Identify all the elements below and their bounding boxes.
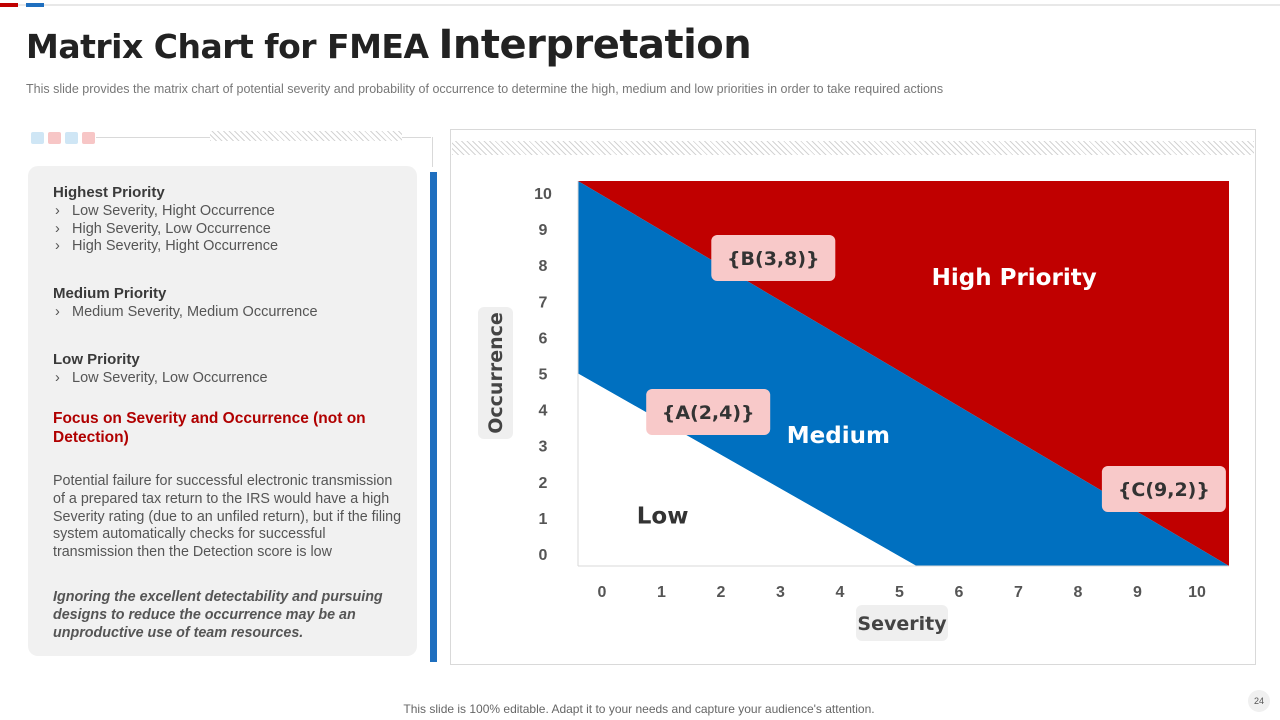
italic-note: Ignoring the excellent detectability and… — [53, 589, 383, 641]
list-item: Medium Severity, Medium Occurrence — [53, 304, 403, 322]
y-tick-label: 8 — [539, 258, 548, 275]
y-axis-title: Occurrence — [485, 312, 507, 434]
priority-group-highest: Highest Priority Low Severity, Hight Occ… — [53, 184, 403, 285]
decor-dot — [48, 132, 61, 144]
x-tick-label: 0 — [598, 584, 607, 601]
decor-dots — [31, 132, 95, 144]
region-label: Low — [637, 504, 689, 530]
y-tick-label: 10 — [534, 186, 552, 203]
y-axis-title-box — [478, 307, 513, 439]
list-item: Low Severity, Hight Occurrence — [53, 203, 403, 221]
title-part-1: Matrix Chart for FMEA — [26, 27, 429, 66]
region-label: High Priority — [932, 265, 1097, 291]
y-tick-label: 5 — [539, 367, 548, 384]
top-accent-blue — [26, 3, 44, 7]
data-point-label: {B(3,8)} — [727, 248, 820, 270]
decor-dot — [65, 132, 78, 144]
x-tick-label: 8 — [1074, 584, 1083, 601]
list-item: High Severity, Low Occurrence — [53, 221, 403, 239]
y-tick-label: 7 — [539, 294, 548, 311]
page-number: 24 — [1248, 690, 1270, 712]
decor-hatch — [210, 131, 402, 141]
data-point-label: {C(9,2)} — [1118, 479, 1210, 501]
top-accent-red — [0, 3, 18, 7]
data-point-label: {A(2,4)} — [662, 402, 755, 424]
priority-group-medium: Medium Priority Medium Severity, Medium … — [53, 285, 403, 351]
decor-dot — [82, 132, 95, 144]
region-label: Medium — [787, 423, 890, 449]
list-item: High Severity, Hight Occurrence — [53, 238, 403, 256]
data-point-box — [1101, 466, 1226, 512]
focus-note: Focus on Severity and Occurrence (not on… — [53, 410, 366, 446]
y-tick-label: 6 — [539, 330, 548, 347]
y-tick-label: 9 — [539, 222, 548, 239]
decor-dot — [31, 132, 44, 144]
y-tick-label: 0 — [539, 547, 548, 564]
footer-note: This slide is 100% editable. Adapt it to… — [403, 702, 875, 716]
divider-bar — [430, 172, 437, 662]
x-tick-label: 4 — [836, 584, 845, 601]
priority-panel: Highest Priority Low Severity, Hight Occ… — [28, 166, 417, 656]
group-list: Low Severity, Low Occurrence — [53, 370, 403, 388]
explanation-paragraph: Potential failure for successful electro… — [53, 473, 402, 561]
y-tick-label: 1 — [539, 511, 548, 528]
data-point-box — [646, 389, 771, 435]
group-heading: Highest Priority — [53, 184, 165, 201]
title-part-2: Interpretation — [438, 22, 752, 68]
group-list: Low Severity, Hight Occurrence High Seve… — [53, 203, 403, 256]
group-heading: Low Priority — [53, 351, 140, 368]
x-tick-label: 5 — [895, 584, 904, 601]
x-axis-title-box — [856, 605, 948, 641]
group-heading: Medium Priority — [53, 285, 167, 302]
page-title: Matrix Chart for FMEA Interpretation — [26, 22, 752, 72]
x-tick-label: 3 — [776, 584, 785, 601]
y-tick-label: 2 — [539, 475, 548, 492]
x-tick-label: 7 — [1014, 584, 1023, 601]
x-tick-label: 9 — [1133, 584, 1142, 601]
x-tick-label: 6 — [955, 584, 964, 601]
decor-connector — [432, 137, 433, 167]
x-axis-title: Severity — [857, 613, 947, 635]
x-tick-label: 10 — [1188, 584, 1206, 601]
priority-group-low: Low Priority Low Severity, Low Occurrenc… — [53, 351, 403, 409]
chart-hatch-band — [452, 141, 1254, 155]
list-item: Low Severity, Low Occurrence — [53, 370, 403, 388]
top-rule — [0, 4, 1280, 6]
subtitle: This slide provides the matrix chart of … — [26, 82, 944, 96]
x-tick-label: 1 — [657, 584, 666, 601]
data-point-box — [711, 235, 836, 281]
x-tick-label: 2 — [717, 584, 726, 601]
y-tick-label: 3 — [539, 439, 548, 456]
y-tick-label: 4 — [539, 403, 548, 420]
group-list: Medium Severity, Medium Occurrence — [53, 304, 403, 322]
